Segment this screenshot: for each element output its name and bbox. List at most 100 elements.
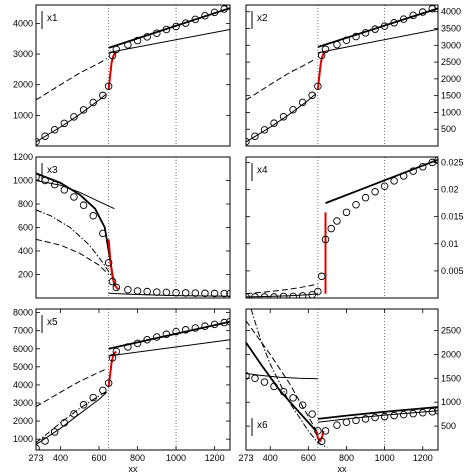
chart-panel-x1: 1000 2000 3000 4000 x1 <box>13 4 231 147</box>
data-point <box>133 36 142 45</box>
data-point <box>342 208 351 217</box>
series-line <box>36 180 115 210</box>
data-point <box>317 272 326 281</box>
x-tick-label: 800 <box>130 453 145 463</box>
data-point <box>418 408 427 417</box>
data-point <box>181 326 190 334</box>
data-point <box>434 5 438 10</box>
y-tick-label: 1000 <box>13 110 33 120</box>
data-point <box>162 25 171 34</box>
data-point <box>317 51 326 60</box>
data-point <box>162 288 171 297</box>
data-point <box>124 286 132 294</box>
data-point <box>41 132 49 140</box>
y-tick-label: 0.01 <box>441 239 459 249</box>
series-line-dashdot <box>36 390 107 444</box>
series-line-thick <box>325 158 438 204</box>
data-point <box>99 91 107 100</box>
data-point <box>104 82 113 90</box>
data-point <box>308 290 316 298</box>
series-line-dashed <box>246 283 319 295</box>
data-point <box>289 394 297 402</box>
panel-frame <box>245 308 439 451</box>
data-point <box>191 289 200 297</box>
data-point <box>133 339 142 348</box>
data-point <box>104 259 113 267</box>
data-point <box>41 176 49 185</box>
data-point <box>112 45 121 54</box>
panel-frame <box>35 4 231 147</box>
data-point <box>60 119 69 128</box>
data-point <box>191 15 200 24</box>
data-point <box>172 327 180 336</box>
y-tick-label: 2000 <box>13 416 33 426</box>
y-tick-label: 3000 <box>441 40 461 50</box>
x-tick-label: 400 <box>263 453 278 463</box>
data-point <box>333 421 341 429</box>
x-tick-label: 1000 <box>166 453 186 463</box>
data-point <box>172 22 180 31</box>
y-tick-label: 2500 <box>441 326 461 336</box>
series-line-dashed <box>36 368 107 408</box>
series-line <box>246 373 318 380</box>
data-point <box>89 98 97 107</box>
data-point <box>361 415 370 423</box>
series-line-thick <box>317 406 438 420</box>
data-point <box>314 82 322 90</box>
data-point <box>380 412 389 421</box>
data-point <box>418 8 427 16</box>
x-tick-label: 1000 <box>375 453 395 463</box>
y-tick-label: 2000 <box>441 74 461 84</box>
panel-label: x6 <box>257 420 268 431</box>
data-point <box>79 106 88 114</box>
data-point <box>251 374 259 383</box>
y-tick-label: 3000 <box>13 398 33 408</box>
data-point <box>321 235 330 244</box>
data-point <box>246 293 250 298</box>
y-tick-label: 1000 <box>441 397 461 407</box>
data-point <box>352 200 360 209</box>
y-tick-label: 7000 <box>13 326 33 336</box>
data-point <box>89 211 97 220</box>
data-point <box>371 25 379 33</box>
data-point <box>289 105 297 114</box>
plot-area <box>36 5 230 146</box>
panel-label: x1 <box>47 13 58 24</box>
data-point <box>108 354 117 362</box>
y-tick-label: 4000 <box>441 7 461 17</box>
y-tick-label: 0.02 <box>441 185 459 195</box>
y-tick-label: 3000 <box>13 49 33 59</box>
data-point <box>314 287 322 296</box>
data-point <box>342 36 351 45</box>
data-point <box>41 437 49 445</box>
chart-panel-x4: 0.005 0.01 0.015 0.02 0.025 x4 <box>245 156 464 299</box>
data-point <box>260 378 269 386</box>
data-point <box>321 427 330 435</box>
x-tick-label: 273 <box>28 453 43 463</box>
panel-frame <box>245 156 439 299</box>
y-tick-label: 0.025 <box>441 157 464 167</box>
data-point <box>333 40 341 49</box>
data-point <box>70 113 78 121</box>
series-line <box>36 391 108 446</box>
data-point <box>112 347 121 356</box>
data-point <box>390 411 398 420</box>
data-point <box>317 437 326 446</box>
data-point <box>279 292 288 298</box>
plot-area <box>246 5 438 146</box>
series-line-thick <box>246 341 317 432</box>
data-point <box>99 229 107 238</box>
plot-area <box>36 172 230 298</box>
data-point <box>79 201 88 209</box>
data-point <box>327 224 335 233</box>
y-tick-label: 1000 <box>441 107 461 117</box>
data-point <box>210 289 219 298</box>
data-point <box>270 293 278 298</box>
data-point <box>153 333 161 341</box>
data-point <box>220 289 228 298</box>
x-tick-label: 1200 <box>205 453 225 463</box>
y-tick-label: 4000 <box>13 380 33 390</box>
data-point <box>60 186 69 194</box>
x-tick-label: 400 <box>53 453 68 463</box>
y-tick-label: 8000 <box>13 308 33 318</box>
